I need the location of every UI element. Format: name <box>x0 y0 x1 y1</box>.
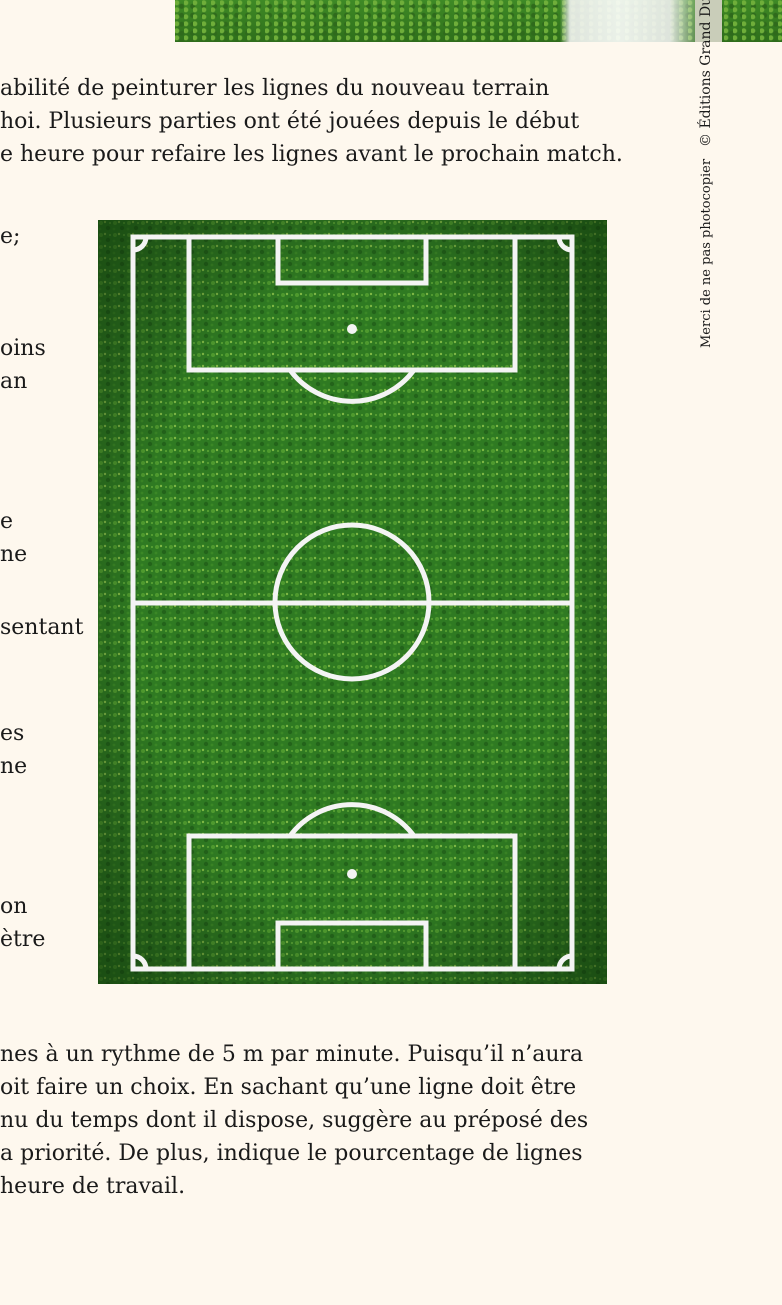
corner-arc <box>556 953 573 970</box>
top-grass-photo <box>175 0 782 42</box>
text-line: hoi. Plusieurs parties ont été jouées de… <box>0 109 580 134</box>
bottom-goal-box <box>275 920 429 972</box>
text-fragment: e; <box>0 224 21 249</box>
text-line: heure de travail. <box>0 1174 186 1199</box>
top-penalty-arc <box>287 368 417 404</box>
text-fragment: es <box>0 721 25 746</box>
bottom-penalty-spot <box>347 869 357 879</box>
text-line: nes à un rythme de 5 m par minute. Puisq… <box>0 1042 584 1067</box>
text-line: a priorité. De plus, indique le pourcent… <box>0 1141 583 1166</box>
text-line: nu du temps dont il dispose, suggère au … <box>0 1108 589 1133</box>
text-line: oit faire un choix. En sachant qu’une li… <box>0 1075 577 1100</box>
corner-arc <box>132 236 149 253</box>
bottom-penalty-arc <box>287 802 417 838</box>
field-markings <box>130 234 575 972</box>
photo-edge-band <box>695 0 722 42</box>
text-fragment: oins <box>0 336 46 361</box>
top-goal-box <box>275 234 429 286</box>
copyright-notice: © Éditions Grand Duc <box>698 0 714 147</box>
chalk-line <box>560 0 705 42</box>
top-penalty-spot <box>347 324 357 334</box>
text-fragment: ètre <box>0 927 46 952</box>
corner-arc <box>132 953 149 970</box>
text-fragment: ne <box>0 754 28 779</box>
center-circle <box>272 522 432 682</box>
text-line: abilité de peinturer les lignes du nouve… <box>0 76 550 101</box>
corner-arc <box>556 236 573 253</box>
text-fragment: on <box>0 894 28 919</box>
text-line: e heure pour refaire les lignes avant le… <box>0 142 623 167</box>
soccer-field-image <box>98 220 607 984</box>
text-fragment: e <box>0 509 14 534</box>
photocopy-notice: Merci de ne pas photocopier <box>699 158 714 348</box>
text-fragment: ne <box>0 542 28 567</box>
text-fragment: sentant <box>0 615 84 640</box>
text-fragment: an <box>0 369 28 394</box>
